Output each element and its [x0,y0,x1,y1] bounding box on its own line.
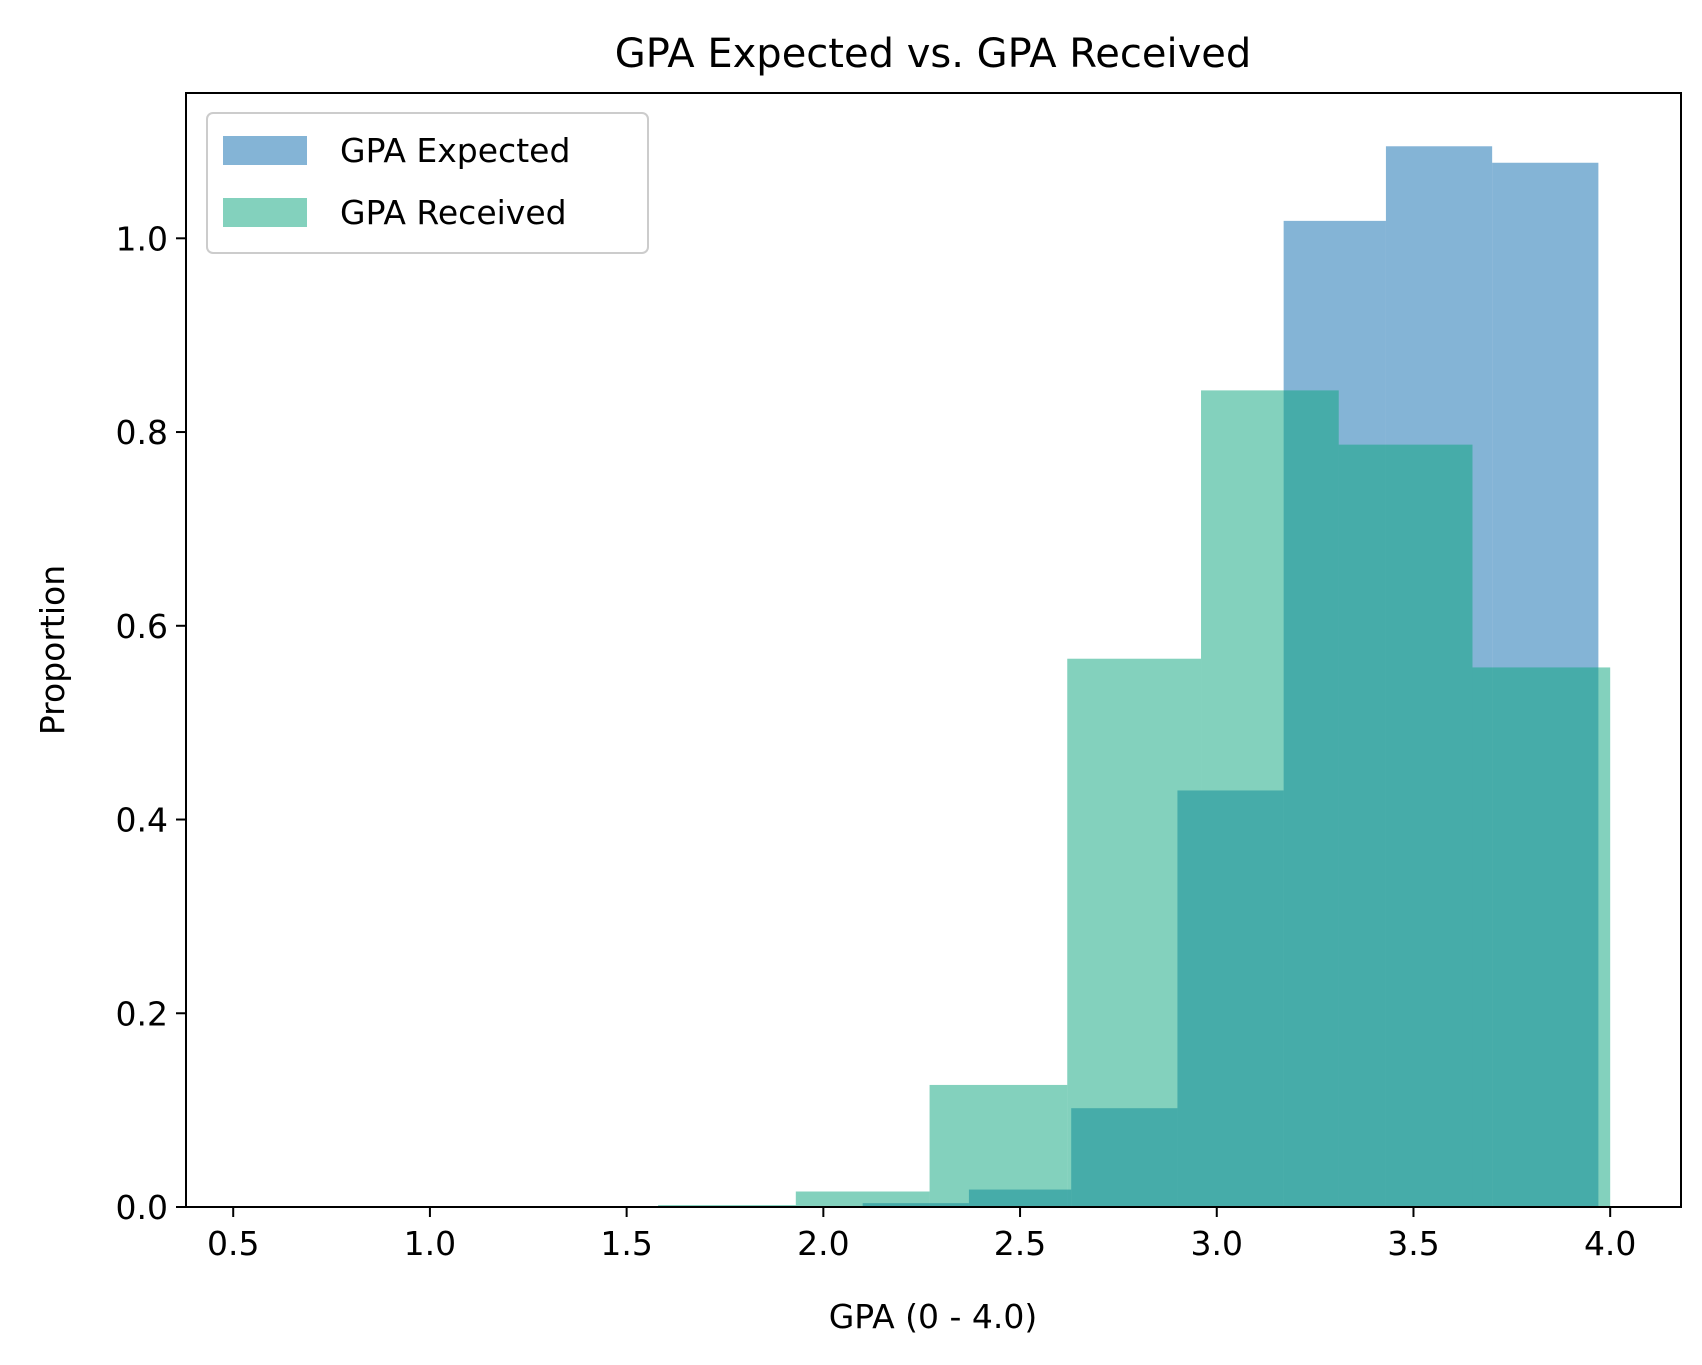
x-tick-label-5: 3.0 [1191,1224,1243,1263]
legend-box [206,112,649,254]
y-ticks: 0.0 0.2 0.4 0.6 0.8 1.0 [116,219,186,1227]
x-tick-label-3: 2.0 [797,1224,849,1263]
x-tick-label-7: 4.0 [1584,1224,1636,1263]
legend-swatch-gpa-expected [223,136,307,165]
bars-layer [654,146,1611,1207]
chart-title: GPA Expected vs. GPA Received [615,31,1252,77]
y-tick-label-2: 0.4 [116,801,168,840]
legend-label-gpa-expected: GPA Expected [340,131,570,170]
y-axis-label: Proportion [33,565,72,735]
x-tick-label-4: 2.5 [994,1224,1046,1263]
legend: GPA Expected GPA Received [206,112,649,254]
bar-gpa-received-3 [1067,658,1202,1207]
y-tick-label-5: 1.0 [116,219,168,258]
y-tick-label-4: 0.8 [116,413,168,452]
x-tick-label-1: 1.0 [404,1224,456,1263]
y-tick-label-1: 0.2 [116,994,168,1033]
axes-frame [185,92,1682,1208]
bar-gpa-received-2 [929,1084,1068,1207]
x-tick-label-2: 1.5 [600,1224,652,1263]
bar-gpa-received-5 [1338,444,1473,1207]
legend-swatch-gpa-received [223,198,307,227]
x-tick-label-0: 0.5 [207,1224,259,1263]
y-tick-label-3: 0.6 [116,607,168,646]
legend-label-gpa-received: GPA Received [340,193,567,232]
bar-gpa-received-4 [1201,390,1339,1207]
x-tick-label-6: 3.5 [1387,1224,1439,1263]
x-axis-label: GPA (0 - 4.0) [829,1297,1038,1336]
bar-gpa-received-6 [1472,667,1611,1207]
bar-gpa-received-1 [795,1191,930,1207]
x-ticks: 0.5 1.0 1.5 2.0 2.5 3.0 3.5 4.0 [207,1207,1636,1263]
y-tick-label-0: 0.0 [116,1188,168,1227]
